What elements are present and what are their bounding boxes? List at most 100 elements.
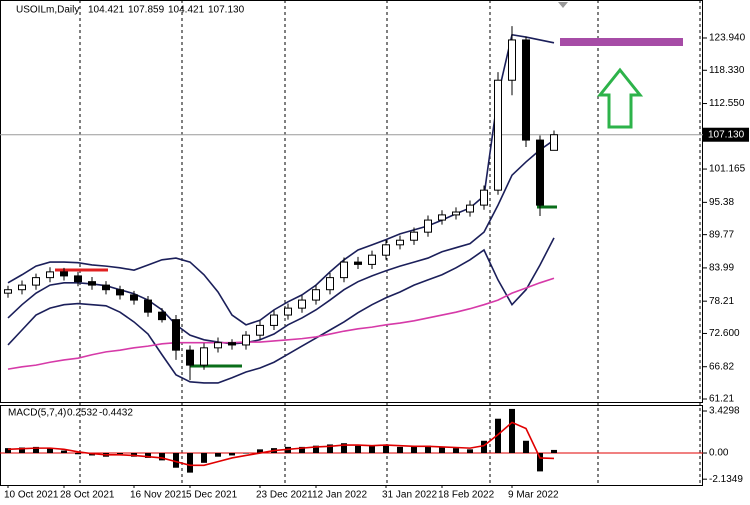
histogram-bar	[467, 449, 473, 454]
candle-body	[438, 214, 446, 221]
y-tick-label: 112.550	[709, 98, 745, 109]
overlay-line	[7, 277, 555, 370]
x-tick-label: 5 Dec 2021	[186, 490, 238, 501]
header-value: 0.2532	[67, 408, 98, 419]
candle-body	[494, 79, 502, 191]
x-tick-label: 12 Jan 2022	[312, 490, 367, 501]
histogram-bar	[215, 453, 221, 457]
candle-body	[144, 299, 152, 313]
histogram-bar	[509, 408, 515, 454]
candle-body	[550, 134, 558, 151]
histogram-bar	[313, 445, 319, 454]
candle-body	[74, 275, 82, 283]
histogram-bar	[47, 448, 53, 454]
candle-body	[158, 311, 166, 321]
candle-body	[214, 342, 222, 349]
histogram-bar	[327, 444, 333, 454]
candle-body	[536, 139, 544, 206]
overlay-line	[7, 237, 555, 384]
y-tick-label: 0.00	[709, 448, 729, 459]
histogram-bar	[411, 446, 417, 454]
histogram-bar	[173, 453, 179, 468]
histogram-bar	[551, 449, 557, 454]
histogram-bar	[159, 453, 165, 461]
histogram-bar	[299, 446, 305, 454]
y-tick-label: 123.940	[709, 33, 746, 44]
x-tick-label: 18 Feb 2022	[438, 490, 495, 501]
signal-line	[7, 421, 555, 467]
candle-body	[368, 254, 376, 265]
candle-body	[466, 204, 474, 213]
histogram-bar	[229, 453, 235, 456]
candle-body	[396, 239, 404, 246]
y-tick-label: 101.165	[709, 164, 746, 175]
x-tick-label: 16 Nov 2021	[130, 490, 187, 501]
candle-body	[312, 289, 320, 301]
candle-body	[60, 271, 68, 277]
main-panel-border	[0, 0, 703, 403]
candle-body	[116, 289, 124, 296]
overlay-line	[7, 33, 555, 326]
x-tick-label: 28 Oct 2021	[60, 490, 115, 501]
y-tick-label: 89.77	[709, 229, 734, 240]
candle-body	[32, 277, 40, 286]
candle-body	[354, 261, 362, 265]
y-tick-label: 66.82	[709, 361, 734, 372]
histogram-bar	[495, 418, 501, 454]
up-arrow	[596, 67, 644, 129]
overlay-line	[7, 139, 555, 345]
candle-body	[242, 334, 250, 346]
macd-panel-border	[0, 405, 703, 486]
candle-body	[480, 189, 488, 206]
histogram-bar	[383, 444, 389, 454]
histogram-bar	[243, 453, 249, 454]
candle-body	[340, 261, 348, 279]
candle-body	[4, 289, 12, 294]
candle-body	[186, 349, 194, 366]
histogram-bar	[187, 453, 193, 473]
histogram-bar	[117, 453, 123, 455]
y-tick-label: 78.21	[709, 296, 734, 307]
histogram-bar	[61, 450, 67, 454]
candle-body	[172, 319, 180, 351]
y-tick-label: 61.21	[709, 394, 734, 405]
histogram-bar	[439, 446, 445, 454]
header-value: 107.859	[128, 5, 165, 16]
y-tick-label: 95.38	[709, 197, 734, 208]
y-tick-label: 72.600	[709, 328, 740, 339]
histogram-bar	[19, 447, 25, 454]
histogram-bar	[481, 440, 487, 454]
current-price-box	[703, 127, 749, 142]
shift-marker	[558, 2, 568, 8]
histogram-bar	[355, 445, 361, 454]
candle-body	[46, 271, 54, 279]
indicator-title: MACD(5,7,4)	[8, 408, 66, 419]
histogram-bar	[537, 453, 543, 472]
y-tick-label: -2.1349	[709, 474, 743, 485]
y-tick-label: 3.4298	[709, 406, 740, 417]
header-value: -0.4432	[99, 408, 133, 419]
candle-body	[228, 342, 236, 346]
candle-body	[18, 284, 26, 291]
candle-body	[102, 284, 110, 291]
x-tick-label: 23 Dec 2021	[256, 490, 313, 501]
chart-title: USOILm,Daily	[16, 5, 79, 16]
header-value: 104.421	[168, 5, 205, 16]
candle-body	[382, 244, 390, 256]
candle-body	[424, 219, 432, 233]
histogram-bar	[257, 449, 263, 454]
candle-body	[200, 347, 208, 366]
x-tick-label: 9 Mar 2022	[508, 490, 559, 501]
histogram-bar	[33, 446, 39, 454]
histogram-bar	[145, 453, 151, 458]
header-value: 104.421	[88, 5, 125, 16]
candle-body	[522, 39, 530, 141]
candle-body	[298, 299, 306, 309]
resistance-zone	[560, 38, 683, 46]
candle-body	[256, 324, 264, 336]
histogram-bar	[369, 445, 375, 454]
period-separators	[79, 0, 701, 485]
candle-body	[88, 281, 96, 286]
